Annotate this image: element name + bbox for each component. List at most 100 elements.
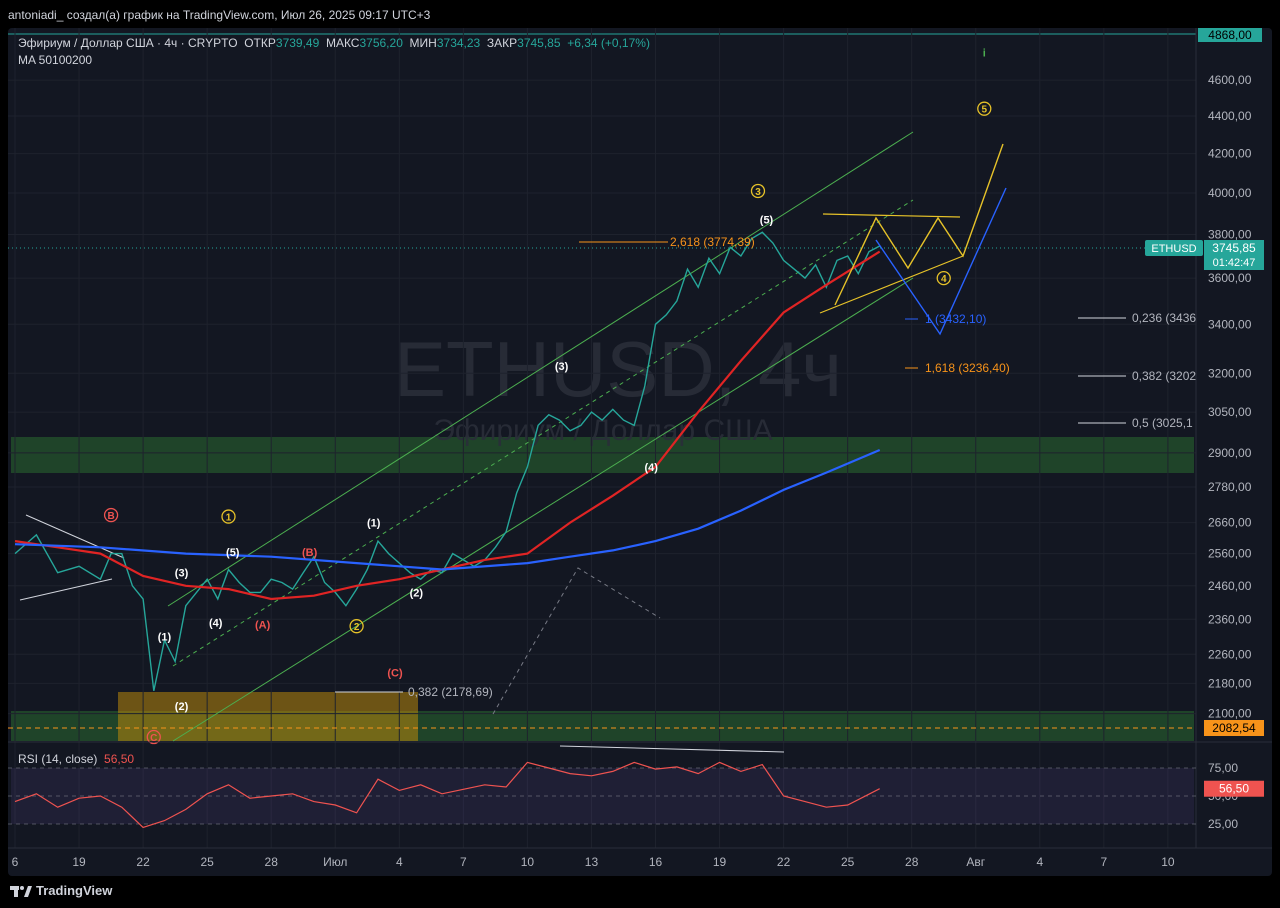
- wave-label: 2: [354, 622, 360, 633]
- wave-circle: [349, 619, 364, 634]
- wave-label: C: [150, 733, 157, 744]
- wave-label: B: [107, 511, 114, 522]
- time-tick-label: Июл: [323, 855, 347, 869]
- legend-high-label: МАКС: [325, 36, 360, 50]
- wave-label: 4: [941, 274, 947, 285]
- wave-circle: [936, 270, 951, 286]
- time-tick-label: 22: [136, 855, 150, 869]
- channel-lower-line: [172, 277, 914, 742]
- wave-label: (B): [302, 547, 318, 559]
- legend-open-value: 3739,49: [275, 36, 320, 50]
- triangle-bottom-line: [19, 578, 113, 601]
- price-axis-ticks: 4600,00 4400,00 4200,00 4000,00 3800,00 3600,…: [1145, 28, 1264, 736]
- price-tick-label: 2560,00: [1208, 547, 1252, 561]
- wave-label: (3): [555, 361, 569, 373]
- price-tick-label: 4200,00: [1208, 147, 1252, 161]
- time-tick-label: 25: [200, 855, 214, 869]
- wave-label: 3: [755, 187, 761, 198]
- fib-label-1618: 1,618 (3236,40): [925, 361, 1010, 375]
- wave-circle: [221, 509, 236, 524]
- tradingview-logo-text: TradingView: [36, 883, 113, 898]
- wave-label: (2): [175, 701, 189, 713]
- time-tick-label: 4: [396, 855, 403, 869]
- fib-label-1: 1 (3432,10): [925, 312, 986, 326]
- wave-label: 1: [226, 513, 232, 524]
- price-tick-label: 2100,00: [1208, 707, 1252, 721]
- legend-ma: MA 50100200: [18, 53, 93, 67]
- header-bar: antoniadi_ создал(а) график на TradingVi…: [0, 0, 1280, 28]
- time-tick-label: 13: [585, 855, 599, 869]
- current-symbol-tag: [1145, 240, 1203, 256]
- footer: [0, 876, 1280, 908]
- price-tick-label: 3400,00: [1208, 317, 1252, 331]
- price-tick-label: 3600,00: [1208, 271, 1252, 285]
- time-tick-label: 28: [905, 855, 919, 869]
- price-tick-label: 2780,00: [1208, 480, 1252, 494]
- chart-caption: antoniadi_ создал(а) график на TradingVi…: [8, 8, 431, 22]
- fib-label-05: 0,5 (3025,1: [1132, 416, 1193, 430]
- price-axis: [1196, 28, 1272, 848]
- fib-label-2618: 2,618 (3774,39): [670, 235, 755, 249]
- rsi-tick-label: 25,00: [1208, 817, 1238, 831]
- dashed-level-tag: [1204, 720, 1264, 736]
- wave-label: (4): [645, 462, 659, 474]
- legend-change: +6,34 (+0,17%): [567, 36, 650, 50]
- chart-area[interactable]: ETHUSD, 4ч Эфириум / Доллар США 2,618 (3…: [8, 28, 1272, 876]
- time-tick-label: 7: [1101, 855, 1108, 869]
- price-tick-label: 2180,00: [1208, 676, 1252, 690]
- price-tick-label: 2360,00: [1208, 612, 1252, 626]
- time-tick-label: 25: [841, 855, 855, 869]
- legend-high-value: 3756,20: [359, 36, 403, 50]
- legend-close-value: 3745,85: [517, 36, 561, 50]
- rsi-value: 56,50: [104, 752, 135, 766]
- supply-zone-upper: [11, 437, 1194, 473]
- wave-label: (2): [410, 587, 424, 599]
- legend-close-label: ЗАКР: [486, 36, 518, 50]
- triangle-upper-line: [822, 213, 961, 218]
- legend-symbol: Эфириум / Доллар США · 4ч · CRYPTO: [18, 36, 238, 50]
- wave-channels: [19, 131, 914, 742]
- wave-label: (C): [387, 667, 403, 679]
- projection-path-blue: [875, 187, 1007, 336]
- time-tick-label: 28: [265, 855, 279, 869]
- current-symbol-label: ETHUSD: [1151, 243, 1196, 255]
- current-price-label: 3745,85: [1212, 241, 1256, 255]
- price-tick-label: 3800,00: [1208, 227, 1252, 241]
- price-chart[interactable]: ETHUSD, 4ч Эфириум / Доллар США 2,618 (3…: [8, 28, 1272, 876]
- time-tick-label: 19: [72, 855, 86, 869]
- rsi-value-tag: [1204, 780, 1264, 797]
- time-tick-label: 10: [1161, 855, 1175, 869]
- fib-label-0382-right: 0,382 (3202: [1132, 369, 1196, 383]
- rsi-divergence-line: [559, 745, 785, 753]
- rsi-value-tag-label: 56,50: [1219, 782, 1249, 796]
- wave-label: (1): [158, 632, 172, 644]
- series-line-ma100: [14, 448, 881, 571]
- legend-open-label: ОТКР: [244, 36, 276, 50]
- time-tick-label: Авг: [966, 855, 985, 869]
- watermark-ticker: ETHUSD, 4ч: [394, 325, 842, 413]
- price-tick-label: 3050,00: [1208, 405, 1252, 419]
- legend-low-label: МИН: [409, 36, 437, 50]
- legend: Эфириум / Доллар США · 4ч · CRYPTO ОТКР3…: [18, 36, 650, 67]
- triangle-lower-line: [819, 255, 964, 314]
- wave-label: i: [983, 47, 986, 59]
- tradingview-logo[interactable]: TradingView: [10, 883, 112, 898]
- drawings: 2,618 (3774,39) 1 (3432,10) 1,618 (3236,40…: [8, 143, 1196, 729]
- time-tick-label: 16: [649, 855, 663, 869]
- rsi-legend: RSI (14, close) 56,50: [18, 752, 134, 766]
- channel-mid-line: [172, 199, 914, 667]
- grid-lines: [8, 28, 1196, 848]
- tradingview-logo-icon: [10, 885, 32, 897]
- projection-path-grey: [492, 567, 661, 715]
- time-tick-label: 10: [521, 855, 535, 869]
- fib-label-0382-left: 0,382 (2178,69): [408, 685, 493, 699]
- time-tick-label: 6: [12, 855, 19, 869]
- legend-low-value: 3734,23: [436, 36, 481, 50]
- price-tick-label: 2460,00: [1208, 579, 1252, 593]
- time-axis-ticks: 6 19 22 25 28 Июл 4 7 10 13 16 19 22 25 28 Авг 4 7 10: [12, 855, 1175, 869]
- wave-label: (5): [760, 215, 774, 227]
- price-tick-label: 2900,00: [1208, 446, 1252, 460]
- fib-label-0236: 0,236 (3436: [1132, 311, 1196, 325]
- price-tick-label: 3200,00: [1208, 366, 1252, 380]
